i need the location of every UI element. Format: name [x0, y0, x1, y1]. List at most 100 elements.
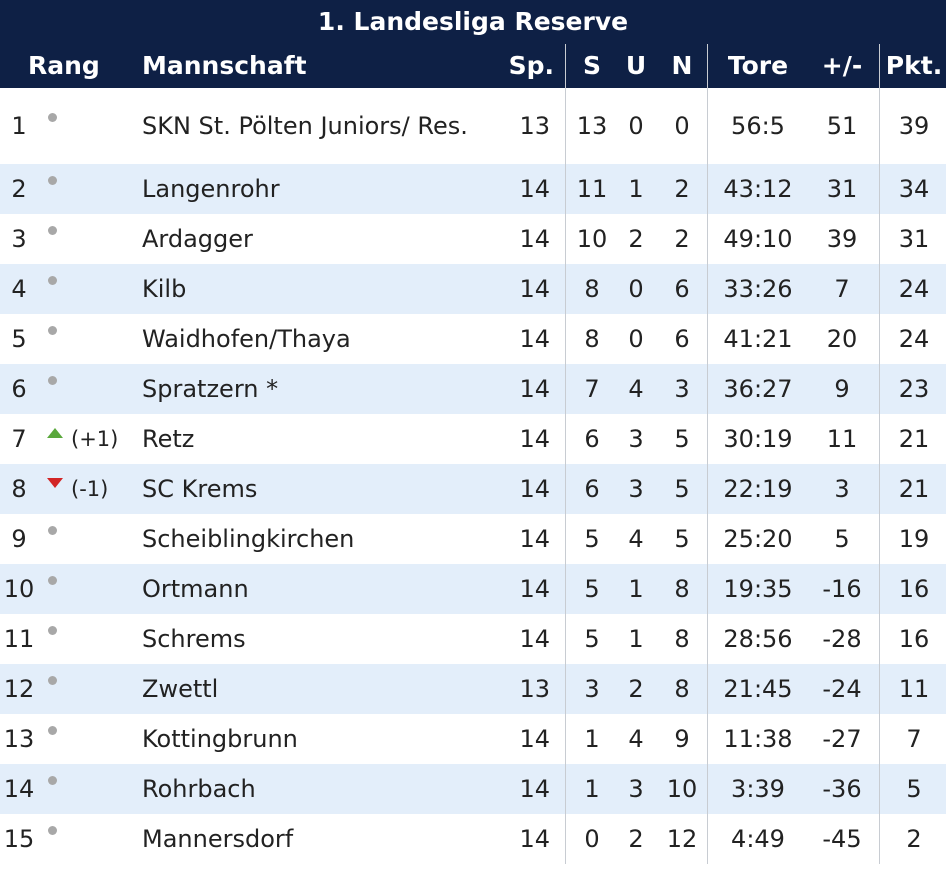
losses-cell: 0	[674, 112, 690, 140]
table-row: 3 Ardagger 14 10 2 2 49:10 39 31	[0, 214, 946, 264]
wins-cell: 6	[584, 425, 600, 453]
team-name[interactable]: Waidhofen/Thaya	[142, 325, 351, 353]
table-row: 1 SKN St. Pölten Juniors/ Res. 13 13 0 0 56:5 5…	[0, 88, 946, 164]
wins-cell: 11	[576, 175, 608, 203]
goals-cell: 49:10	[723, 225, 793, 253]
games-played-cell: 13	[519, 112, 550, 140]
team-name[interactable]: Zwettl	[142, 675, 219, 703]
table-header: Rang Mannschaft Sp. S U N Tore +/- Pkt.	[0, 44, 946, 88]
rank-unchanged-icon	[48, 825, 57, 835]
table-row: 4 Kilb 14 8 0 6 33:26 7 24	[0, 264, 946, 314]
team-name[interactable]: Ardagger	[142, 225, 253, 253]
goal-difference-cell: 31	[826, 175, 858, 203]
goal-difference-cell: 39	[826, 225, 858, 253]
table-row: 10 Ortmann 14 5 1 8 19:35 -16 16	[0, 564, 946, 614]
rank-cell: 15	[3, 825, 35, 853]
games-played-cell: 14	[519, 575, 550, 603]
rank-cell: 10	[3, 575, 35, 603]
goals-cell: 56:5	[731, 112, 785, 140]
wins-cell: 13	[576, 112, 608, 140]
points-cell: 7	[906, 725, 922, 753]
header-goals[interactable]: Tore	[727, 51, 789, 80]
trend-cell	[42, 564, 130, 614]
team-name[interactable]: Rohrbach	[142, 775, 256, 803]
wins-cell: 5	[584, 625, 600, 653]
header-rang[interactable]: Rang	[28, 51, 100, 80]
trend-cell	[42, 664, 130, 714]
team-name[interactable]: Mannersdorf	[142, 825, 294, 853]
losses-cell: 10	[666, 775, 698, 803]
goal-difference-cell: 51	[826, 112, 858, 140]
rank-cell: 3	[11, 225, 27, 253]
table-row: 5 Waidhofen/Thaya 14 8 0 6 41:21 20 24	[0, 314, 946, 364]
wins-cell: 1	[584, 725, 600, 753]
losses-cell: 6	[674, 275, 690, 303]
wins-cell: 5	[584, 575, 600, 603]
header-draws[interactable]: U	[625, 51, 647, 80]
table-row: 13 Kottingbrunn 14 1 4 9 11:38 -27 7	[0, 714, 946, 764]
column-divider	[879, 44, 880, 864]
trend-cell	[42, 814, 130, 864]
rank-cell: 14	[3, 775, 35, 803]
draws-cell: 3	[628, 775, 644, 803]
goal-difference-cell: -16	[822, 575, 862, 603]
rank-unchanged-icon	[48, 375, 57, 385]
team-name[interactable]: SC Krems	[142, 475, 258, 503]
team-name[interactable]: Retz	[142, 425, 195, 453]
trend-cell	[42, 88, 130, 164]
team-name[interactable]: Schrems	[142, 625, 246, 653]
rank-unchanged-icon	[48, 675, 57, 685]
draws-cell: 2	[628, 825, 644, 853]
team-name[interactable]: Kottingbrunn	[142, 725, 298, 753]
team-name[interactable]: Spratzern *	[142, 375, 279, 403]
header-wins[interactable]: S	[582, 51, 601, 80]
goals-cell: 30:19	[723, 425, 793, 453]
losses-cell: 2	[674, 225, 690, 253]
header-goal-diff[interactable]: +/-	[821, 51, 863, 80]
team-name[interactable]: Ortmann	[142, 575, 249, 603]
draws-cell: 0	[628, 275, 644, 303]
games-played-cell: 14	[519, 625, 550, 653]
team-name[interactable]: Scheiblingkirchen	[142, 525, 355, 553]
losses-cell: 8	[674, 575, 690, 603]
trend-cell: (-1)	[42, 464, 130, 514]
goals-cell: 43:12	[723, 175, 793, 203]
goals-cell: 4:49	[731, 825, 785, 853]
rank-cell: 9	[11, 525, 27, 553]
rank-cell: 5	[11, 325, 27, 353]
losses-cell: 8	[674, 675, 690, 703]
wins-cell: 6	[584, 475, 600, 503]
goal-difference-cell: -36	[822, 775, 862, 803]
rank-change: (+1)	[71, 427, 119, 451]
goal-difference-cell: 3	[834, 475, 850, 503]
goals-cell: 19:35	[723, 575, 793, 603]
header-losses[interactable]: N	[671, 51, 693, 80]
wins-cell: 5	[584, 525, 600, 553]
header-points[interactable]: Pkt.	[885, 51, 943, 80]
points-cell: 39	[898, 112, 930, 140]
goals-cell: 21:45	[723, 675, 793, 703]
losses-cell: 6	[674, 325, 690, 353]
header-games[interactable]: Sp.	[508, 51, 554, 80]
team-name[interactable]: Langenrohr	[142, 175, 280, 203]
games-played-cell: 14	[519, 275, 550, 303]
table-row: 12 Zwettl 13 3 2 8 21:45 -24 11	[0, 664, 946, 714]
goal-difference-cell: 20	[826, 325, 858, 353]
losses-cell: 8	[674, 625, 690, 653]
table-row: 6 Spratzern * 14 7 4 3 36:27 9 23	[0, 364, 946, 414]
goals-cell: 25:20	[723, 525, 793, 553]
trend-cell	[42, 764, 130, 814]
goal-difference-cell: 9	[834, 375, 850, 403]
trend-cell	[42, 314, 130, 364]
goals-cell: 11:38	[723, 725, 793, 753]
header-team[interactable]: Mannschaft	[142, 51, 307, 80]
team-name[interactable]: SKN St. Pölten Juniors/ Res.	[142, 112, 468, 140]
draws-cell: 3	[628, 475, 644, 503]
table-row: 2 Langenrohr 14 11 1 2 43:12 31 34	[0, 164, 946, 214]
team-name[interactable]: Kilb	[142, 275, 187, 303]
points-cell: 2	[906, 825, 922, 853]
goal-difference-cell: -24	[822, 675, 862, 703]
rank-unchanged-icon	[48, 775, 57, 785]
trend-cell	[42, 364, 130, 414]
